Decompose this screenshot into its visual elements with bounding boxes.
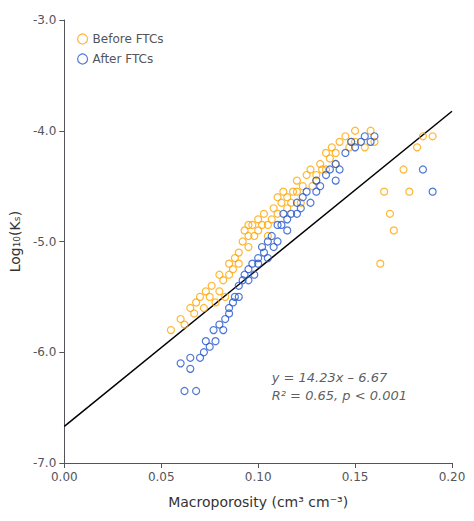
svg-text:0.05: 0.05 (148, 470, 175, 484)
svg-text:0.10: 0.10 (245, 470, 272, 484)
svg-text:-5.0: -5.0 (33, 235, 56, 249)
svg-text:R² = 0.65, p < 0.001: R² = 0.65, p < 0.001 (272, 388, 407, 403)
svg-text:After FTCs: After FTCs (93, 52, 154, 66)
svg-text:0.20: 0.20 (439, 470, 466, 484)
svg-text:Before FTCs: Before FTCs (93, 32, 164, 46)
svg-text:-4.0: -4.0 (33, 124, 56, 138)
svg-text:Macroporosity (cm³ cm⁻³): Macroporosity (cm³ cm⁻³) (168, 494, 348, 510)
svg-text:-7.0: -7.0 (33, 456, 56, 470)
svg-text:y = 14.23x – 6.67: y = 14.23x – 6.67 (271, 370, 388, 385)
svg-text:Log₁₀(Kₛ): Log₁₀(Kₛ) (7, 211, 23, 273)
svg-text:-6.0: -6.0 (33, 345, 56, 359)
svg-text:-3.0: -3.0 (33, 13, 56, 27)
svg-text:0.15: 0.15 (342, 470, 369, 484)
svg-text:0.00: 0.00 (51, 470, 78, 484)
